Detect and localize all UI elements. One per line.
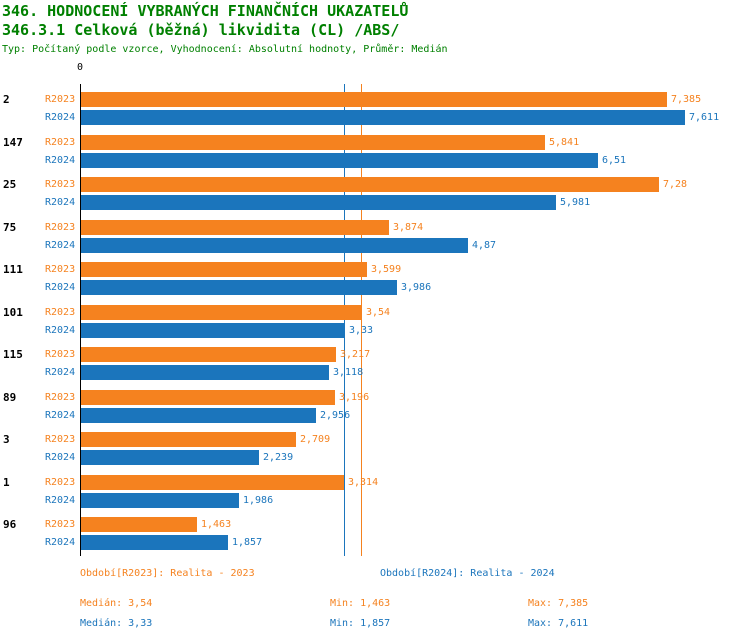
bar-r2023 <box>81 347 336 362</box>
bar-value-label: 3,196 <box>339 391 370 403</box>
bar-r2023 <box>81 389 335 405</box>
series-label-r2024: R2024 <box>45 197 76 208</box>
category-label: 25 <box>3 178 17 191</box>
category-label: 2 <box>3 93 10 106</box>
axis-zero-label: 0 <box>76 62 84 73</box>
bar-r2024 <box>81 152 598 168</box>
category-label: 115 <box>3 348 23 361</box>
legend-r2023: Období[R2023]: Realita - 2023 <box>80 568 255 579</box>
bar-r2024 <box>81 407 316 423</box>
bar-value-label: 1,986 <box>243 494 274 506</box>
bar-r2024 <box>81 280 397 295</box>
series-label-r2023: R2023 <box>45 136 76 148</box>
bar-value-label: 2,239 <box>263 452 294 463</box>
series-label-r2024: R2024 <box>45 112 76 123</box>
median-line-r2023 <box>361 84 362 556</box>
bar-value-label: 2,956 <box>320 409 351 421</box>
bar-value-label: 2,709 <box>300 434 331 445</box>
report-meta-line: Typ: Počítaný podle vzorce, Vyhodnocení:… <box>2 44 448 55</box>
bar-value-label: 3,599 <box>371 264 402 275</box>
bar-value-label: 7,385 <box>671 94 702 105</box>
series-label-r2023: R2023 <box>45 349 76 360</box>
series-label-r2024: R2024 <box>45 239 76 251</box>
bar-r2024 <box>81 110 685 125</box>
bar-value-label: 5,841 <box>549 136 580 148</box>
series-label-r2024: R2024 <box>45 409 76 421</box>
bar-value-label: 3,314 <box>348 476 379 488</box>
bar-value-label: 3,874 <box>393 221 424 233</box>
bar-r2024 <box>81 535 228 550</box>
series-label-r2023: R2023 <box>45 221 76 233</box>
bar-r2023 <box>81 262 367 277</box>
bar-r2023 <box>81 474 344 490</box>
category-label: 75 <box>3 220 17 234</box>
series-label-r2024: R2024 <box>45 367 76 378</box>
zero-axis-line <box>80 84 81 556</box>
series-label-r2024: R2024 <box>45 282 76 293</box>
bar-value-label: 3,118 <box>333 367 364 378</box>
bar-r2023 <box>81 92 667 107</box>
bar-value-label: 3,54 <box>366 306 391 318</box>
bar-r2024 <box>81 195 556 210</box>
bar-r2024 <box>81 492 239 508</box>
bar-value-label: 1,857 <box>232 537 263 548</box>
bar-r2023 <box>81 134 545 150</box>
bar-value-label: 3,217 <box>340 349 371 360</box>
median-r2023-stat: Medián: 3,54 <box>80 598 153 609</box>
category-label: 147 <box>3 135 23 149</box>
category-label: 101 <box>3 305 23 319</box>
series-label-r2024: R2024 <box>45 154 76 166</box>
category-label: 89 <box>3 390 17 404</box>
median-line-r2024 <box>344 84 345 556</box>
bar-r2024 <box>81 450 259 465</box>
median-r2024-stat: Medián: 3,33 <box>80 618 153 629</box>
min-r2024-stat: Min: 1,857 <box>330 618 391 629</box>
bar-value-label: 6,51 <box>602 154 627 166</box>
series-label-r2023: R2023 <box>45 391 76 403</box>
bar-r2024 <box>81 322 345 338</box>
bar-value-label: 5,981 <box>560 197 591 208</box>
legend-r2024: Období[R2024]: Realita - 2024 <box>380 568 555 579</box>
series-label-r2023: R2023 <box>45 264 76 275</box>
max-r2024-stat: Max: 7,611 <box>528 618 589 629</box>
series-label-r2024: R2024 <box>45 452 76 463</box>
bar-r2024 <box>81 365 329 380</box>
bar-r2023 <box>81 517 197 532</box>
bar-value-label: 1,463 <box>201 519 232 530</box>
min-r2023-stat: Min: 1,463 <box>330 598 391 609</box>
category-label: 3 <box>3 433 10 446</box>
bar-r2023 <box>81 177 659 192</box>
bar-r2023 <box>81 432 296 447</box>
series-label-r2023: R2023 <box>45 94 76 105</box>
series-label-r2024: R2024 <box>45 324 76 336</box>
bar-value-label: 4,87 <box>472 239 497 251</box>
series-label-r2023: R2023 <box>45 519 76 530</box>
bar-r2023 <box>81 304 362 320</box>
max-r2023-stat: Max: 7,385 <box>528 598 589 609</box>
series-label-r2023: R2023 <box>45 179 76 190</box>
bar-value-label: 7,611 <box>689 112 720 123</box>
bar-r2023 <box>81 219 389 235</box>
series-label-r2024: R2024 <box>45 537 76 548</box>
series-label-r2023: R2023 <box>45 476 76 488</box>
bar-r2024 <box>81 237 468 253</box>
category-label: 96 <box>3 518 17 531</box>
bar-value-label: 3,986 <box>401 282 432 293</box>
series-label-r2023: R2023 <box>45 434 76 445</box>
report-title-line1: 346. HODNOCENÍ VYBRANÝCH FINANČNÍCH UKAZ… <box>2 2 409 20</box>
category-label: 1 <box>3 475 10 489</box>
series-label-r2023: R2023 <box>45 306 76 318</box>
series-label-r2024: R2024 <box>45 494 76 506</box>
bar-value-label: 7,28 <box>663 179 688 190</box>
report-title-line2: 346.3.1 Celková (běžná) likvidita (CL) /… <box>2 21 400 39</box>
bar-value-label: 3,33 <box>349 324 374 336</box>
category-label: 111 <box>3 263 23 276</box>
